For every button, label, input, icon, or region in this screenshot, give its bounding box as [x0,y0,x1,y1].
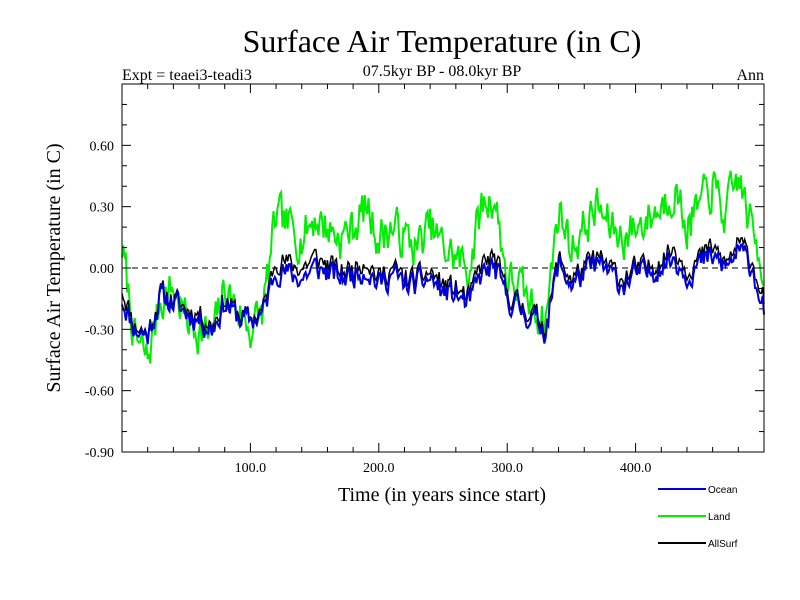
legend-label-land: Land [708,512,730,523]
chart-left-note: Expt = teaei3-teadi3 [122,67,252,84]
chart-right-note: Ann [736,67,764,84]
y-tick-label: -0.90 [85,446,114,461]
y-tick-label: 0.30 [90,201,115,216]
series-line-land [121,170,765,364]
y-tick-label: 0.60 [90,139,115,154]
plot-frame [121,83,765,453]
x-tick-label: 400.0 [620,461,652,476]
legend-label-allsurf: AllSurf [708,539,738,550]
x-tick-label: 300.0 [491,461,523,476]
y-axis-label: Surface Air Temperature (in C) [43,143,65,392]
series-line-ocean [121,242,765,345]
x-axis-label: Time (in years since start) [338,484,546,506]
y-tick-label: 0.00 [90,262,115,277]
chart-subtitle: 07.5kyr BP - 08.0kyr BP [363,63,522,80]
y-tick-label: -0.60 [85,385,114,400]
legend-label-ocean: Ocean [708,485,737,496]
x-tick-label: 100.0 [235,461,267,476]
y-tick-label: -0.30 [85,323,114,338]
chart-title: Surface Air Temperature (in C) [243,23,642,59]
x-tick-label: 200.0 [363,461,395,476]
